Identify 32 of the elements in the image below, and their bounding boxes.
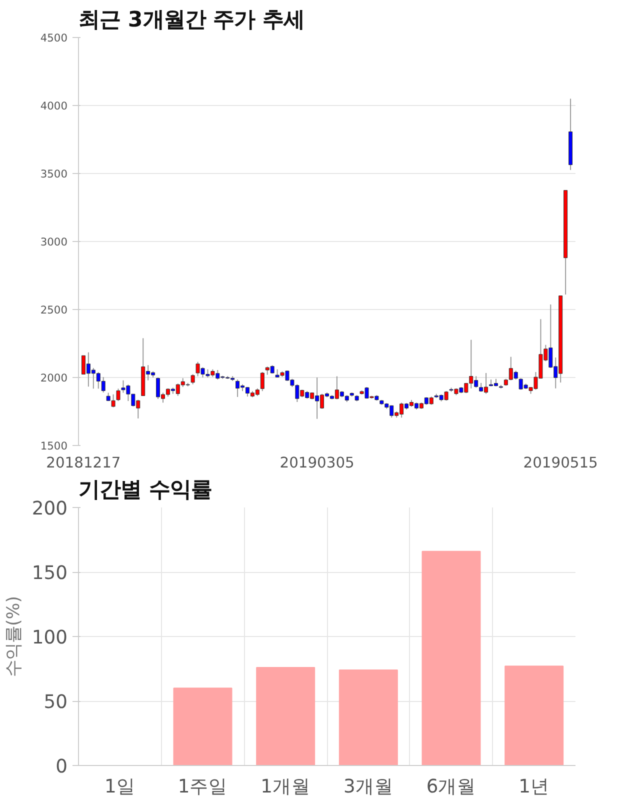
y-tick-label: 150 (32, 563, 68, 584)
y-tick-label: 100 (32, 628, 68, 648)
y-tick-label: 2500 (40, 304, 68, 316)
y-tick-label: 4000 (40, 100, 68, 112)
x-tick-label: 1주일 (178, 776, 228, 798)
y-tick-label: 50 (44, 692, 68, 713)
y-tick-label: 0 (56, 756, 68, 778)
x-tick-label: 1개월 (260, 776, 311, 798)
y-tick-label: 3000 (40, 236, 68, 248)
candlestick (116, 388, 120, 402)
chart-title: 최근 3개월간 주가 추세 (78, 8, 305, 32)
y-tick-label: 200 (32, 498, 68, 520)
y-tick-label: 4500 (40, 32, 68, 44)
bar (422, 550, 481, 766)
bar (173, 688, 232, 766)
bar (338, 670, 398, 766)
candlestick (260, 372, 264, 392)
x-tick-label: 20190305 (280, 454, 354, 472)
y-axis-title: 수익률(%) (4, 596, 24, 677)
bar (256, 666, 316, 766)
x-tick-label: 6개월 (426, 776, 476, 798)
y-tick-label: 3500 (40, 168, 68, 180)
x-tick-label: 1년 (518, 776, 550, 798)
x-tick-label: 20190515 (523, 454, 598, 472)
candlestick (190, 374, 195, 385)
x-tick-label: 20181217 (46, 454, 121, 472)
chart-title: 기간별 수익률 (78, 478, 212, 502)
y-tick-label: 2000 (40, 372, 68, 384)
y-tick-label: 1500 (40, 440, 68, 452)
x-tick-label: 3개월 (343, 776, 394, 798)
bar (504, 666, 564, 766)
x-tick-label: 1일 (104, 776, 136, 798)
